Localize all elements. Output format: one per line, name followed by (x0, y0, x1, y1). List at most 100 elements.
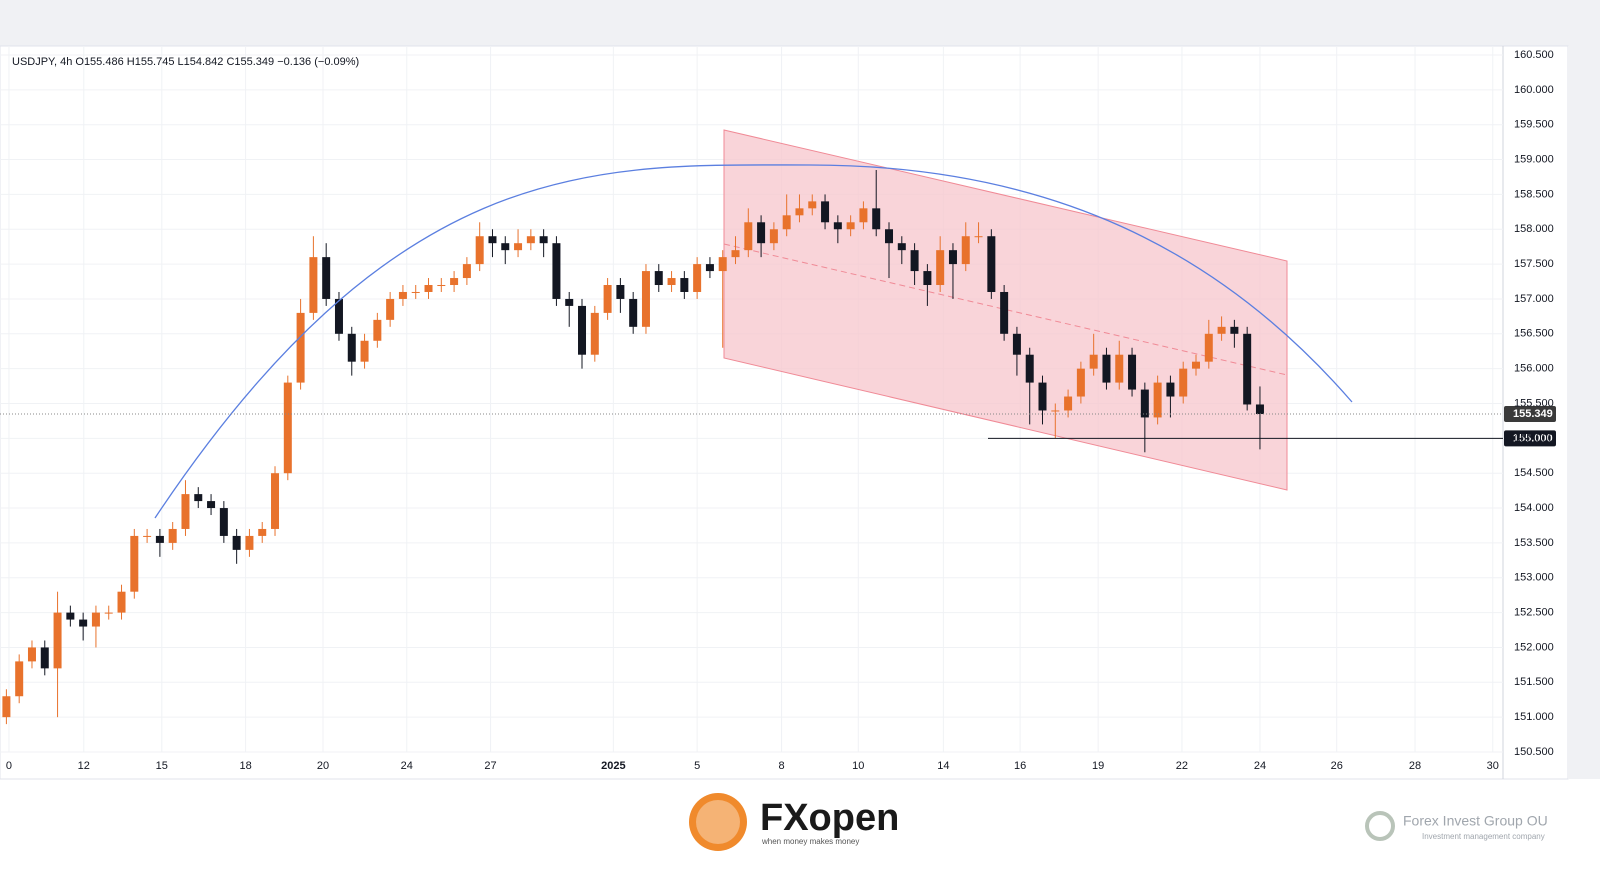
candle-body (1038, 382, 1047, 411)
candle-body (296, 312, 305, 383)
candle-body (373, 319, 382, 341)
y-tick-label: 150.500 (1514, 746, 1554, 758)
candle-body (1243, 333, 1252, 405)
candle-body (744, 222, 753, 251)
y-tick-label: 152.000 (1514, 641, 1554, 653)
candle-body (872, 208, 881, 230)
x-tick-label: 22 (1176, 760, 1188, 772)
candle-body (1076, 368, 1085, 397)
candle-body (859, 208, 868, 223)
candle-body (437, 285, 446, 287)
candle-body (322, 257, 331, 299)
x-tick-label: 27 (484, 760, 496, 772)
y-tick-label: 159.000 (1514, 153, 1554, 165)
candle-body (782, 215, 791, 230)
candle-body (1128, 354, 1137, 390)
candle-body (1012, 333, 1021, 355)
candle-body (641, 271, 650, 327)
candle-body (1102, 354, 1111, 383)
candle-body (411, 291, 420, 293)
x-tick-label: 30 (1487, 760, 1499, 772)
candle-body (245, 535, 254, 550)
candle-body (117, 591, 126, 613)
y-tick-label: 155.000 (1514, 432, 1554, 444)
candle-body (578, 305, 587, 355)
candle-body (1153, 382, 1162, 418)
company-mark: Forex Invest Group OU Investment managem… (1365, 811, 1548, 841)
candle-body (910, 250, 919, 272)
candle-body (488, 236, 497, 244)
candle-body (1000, 291, 1009, 334)
candle-body (616, 285, 625, 299)
candle-body (974, 236, 983, 238)
candle-body (168, 528, 177, 543)
company-emblem (1365, 811, 1395, 841)
candle-body (1166, 382, 1175, 397)
candle-body (271, 473, 280, 529)
candle-body (705, 264, 714, 272)
candle-body (130, 535, 139, 592)
candle-body (1051, 410, 1060, 412)
x-tick-label: 24 (1254, 760, 1266, 772)
logo-slogan: when money makes money (761, 837, 859, 846)
x-tick-label: 26 (1331, 760, 1343, 772)
candle-body (1179, 368, 1188, 397)
overlay: 155.349 155.000 (0, 406, 1556, 447)
y-tick-label: 154.000 (1514, 502, 1554, 514)
candle-body (91, 612, 100, 627)
candle-body (347, 333, 356, 362)
y-tick-label: 157.000 (1514, 293, 1554, 305)
candle-body (539, 236, 548, 244)
company-name: Forex Invest Group OU (1403, 813, 1548, 829)
candle-body (897, 243, 906, 251)
y-tick-label: 152.500 (1514, 607, 1554, 619)
candle-body (232, 535, 241, 550)
candle-body (680, 278, 689, 292)
logo-emblem (689, 793, 747, 851)
y-tick-label: 155.500 (1514, 397, 1554, 409)
x-tick-label: 12 (78, 760, 90, 772)
candle-body (219, 508, 228, 536)
y-tick-label: 159.500 (1514, 119, 1554, 131)
y-tick-label: 160.000 (1514, 84, 1554, 96)
symbol-header: USDJPY, 4h O155.486 H155.745 L154.842 C1… (12, 56, 359, 68)
y-tick-label: 158.500 (1514, 188, 1554, 200)
y-tick-label: 156.500 (1514, 328, 1554, 340)
y-tick-label: 151.500 (1514, 676, 1554, 688)
x-tick-label: 16 (1014, 760, 1026, 772)
candle-body (386, 298, 395, 320)
x-tick-label: 8 (778, 760, 784, 772)
candle-body (833, 222, 842, 230)
candle-body (104, 612, 113, 614)
candle-body (552, 243, 561, 299)
candle-body (53, 612, 62, 669)
x-tick-label: 20 (317, 760, 329, 772)
x-tick-label: 28 (1409, 760, 1421, 772)
candle-body (1255, 404, 1264, 415)
y-tick-label: 160.500 (1514, 49, 1554, 61)
candle-body (1064, 396, 1073, 411)
candle-body (987, 236, 996, 292)
x-tick-label: 2025 (601, 760, 625, 772)
candle-body (514, 243, 523, 251)
company-tagline: Investment management company (1422, 832, 1545, 841)
candle-body (846, 222, 855, 230)
candle-body (181, 494, 190, 529)
logo-text: FXopen (760, 797, 899, 839)
candle-body (1217, 326, 1226, 334)
candle-body (258, 528, 267, 536)
candle-body (731, 250, 740, 258)
candle-body (718, 257, 727, 272)
candle-body (565, 298, 574, 306)
logo-emblem-inner (696, 800, 740, 844)
candle-body (40, 647, 49, 669)
support-label: 155.000 (1513, 432, 1553, 444)
fxopen-logo: FXopen when money makes money (689, 793, 899, 851)
candle-body (424, 285, 433, 292)
candle-body (283, 382, 292, 474)
last-price-label: 155.349 (1513, 408, 1553, 420)
y-tick-label: 153.500 (1514, 537, 1554, 549)
candle-body (27, 647, 36, 662)
y-tick-label: 156.000 (1514, 363, 1554, 375)
